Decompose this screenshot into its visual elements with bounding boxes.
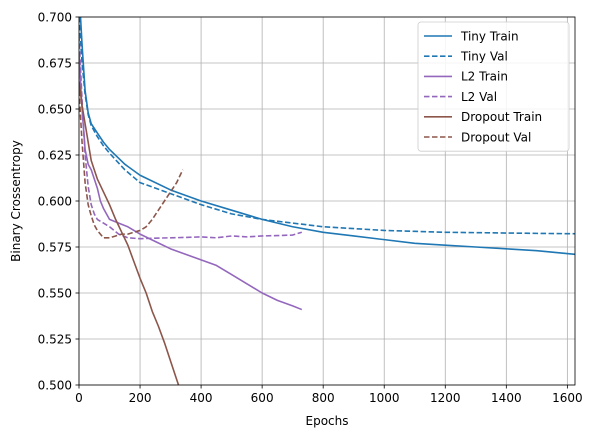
x-axis-label: Epochs <box>306 414 349 428</box>
x-tick-label: 1400 <box>491 391 522 405</box>
legend-label: Tiny Val <box>460 50 508 64</box>
x-tick-label: 1200 <box>430 391 461 405</box>
legend: Tiny Train Tiny Val L2 Train L2 Val Dropout … <box>417 21 570 152</box>
y-tick-label: 0.500 <box>38 378 72 392</box>
legend-label: L2 Val <box>461 90 497 104</box>
y-axis-label: Binary Crossentropy <box>9 140 23 262</box>
series-line-tiny-val <box>79 17 575 235</box>
y-tick-label: 0.575 <box>38 240 72 254</box>
y-tick-label: 0.550 <box>38 286 72 300</box>
legend-label: Dropout Train <box>461 110 542 124</box>
legend-label: Dropout Val <box>461 130 531 144</box>
y-tick-label: 0.525 <box>38 332 72 346</box>
series-lines <box>79 17 575 385</box>
series-line-dropout-train <box>79 81 180 385</box>
axis-ticks: 0 200 400 600 800 1000 1200 1400 1600 0.500 0.525 0… <box>38 10 583 405</box>
x-tick-label: 1600 <box>552 391 583 405</box>
x-tick-label: 0 <box>75 391 83 405</box>
y-tick-label: 0.700 <box>38 10 72 24</box>
y-tick-label: 0.600 <box>38 194 72 208</box>
x-tick-label: 1000 <box>369 391 400 405</box>
series-line-dropout-val <box>79 90 184 239</box>
x-tick-label: 200 <box>129 391 152 405</box>
x-tick-label: 600 <box>251 391 274 405</box>
legend-label: L2 Train <box>461 70 508 84</box>
series-line-l2-val <box>79 35 303 240</box>
y-tick-label: 0.625 <box>38 148 72 162</box>
x-tick-label: 800 <box>312 391 335 405</box>
y-tick-label: 0.650 <box>38 102 72 116</box>
y-tick-label: 0.675 <box>38 56 72 70</box>
legend-label: Tiny Train <box>460 29 519 43</box>
series-line-l2-train <box>79 53 303 311</box>
x-tick-label: 400 <box>190 391 213 405</box>
legend-box <box>417 21 570 152</box>
